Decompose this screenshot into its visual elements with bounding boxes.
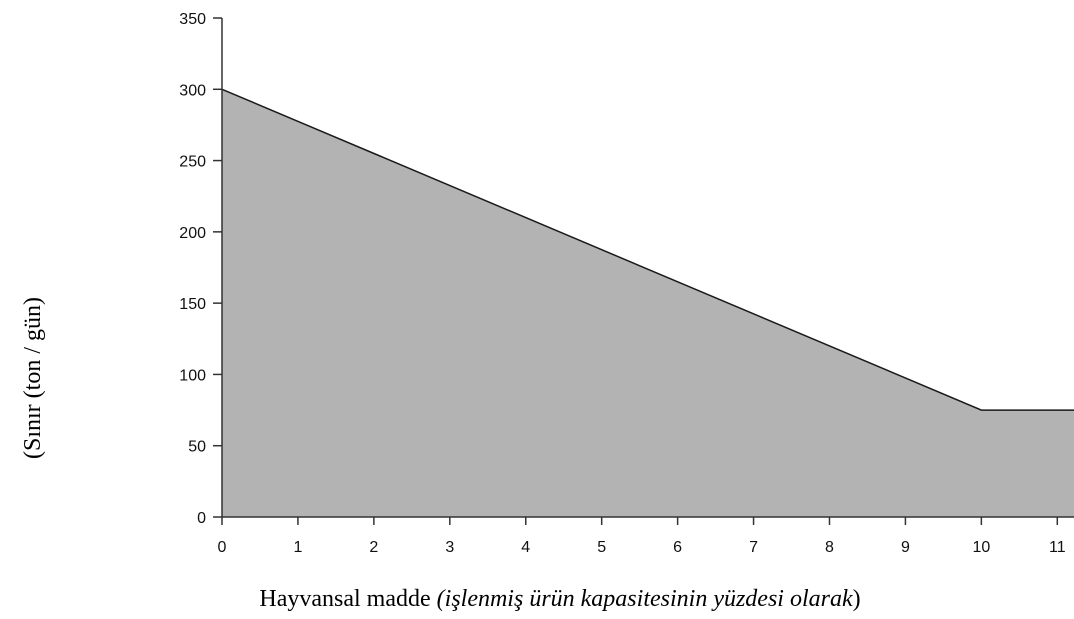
y-tick-label: 50 — [188, 439, 206, 456]
x-tick-label: 10 — [972, 539, 990, 556]
y-tick-label: 0 — [197, 510, 206, 527]
y-axis-label: (Sınır (ton / gün) — [20, 297, 46, 459]
x-label-italic: (işlenmiş ürün kapasitesinin yüzdesi ola… — [437, 586, 853, 612]
line — [221, 88, 1074, 411]
x-tick-label: 2 — [369, 539, 378, 556]
x-tick-label: 8 — [825, 539, 834, 556]
x-tick-label: 9 — [901, 539, 910, 556]
y-tick-label: 350 — [179, 11, 206, 28]
x-tick-label: 1 — [293, 539, 302, 556]
x-tick-label: 0 — [218, 539, 227, 556]
x-tick-label: 7 — [749, 539, 758, 556]
area — [222, 89, 1074, 518]
x-label-end: ) — [853, 586, 861, 612]
x-tick-label: 3 — [445, 539, 454, 556]
x-tick-label: 6 — [673, 539, 682, 556]
x-label-text: Hayvansal madde — [259, 586, 436, 612]
x-tick-label: 11 — [1049, 539, 1066, 556]
y-tick-label: 250 — [179, 154, 206, 171]
x-tick-label: 5 — [597, 539, 606, 556]
y-tick-label: 150 — [179, 296, 206, 313]
y-tick-label: 300 — [179, 82, 206, 99]
x-axis-label: Hayvansal madde (işlenmiş ürün kapasites… — [259, 586, 860, 612]
y-tick-label: 200 — [179, 225, 206, 242]
y-tick-label: 100 — [179, 367, 206, 384]
x-tick-label: 4 — [521, 539, 530, 556]
